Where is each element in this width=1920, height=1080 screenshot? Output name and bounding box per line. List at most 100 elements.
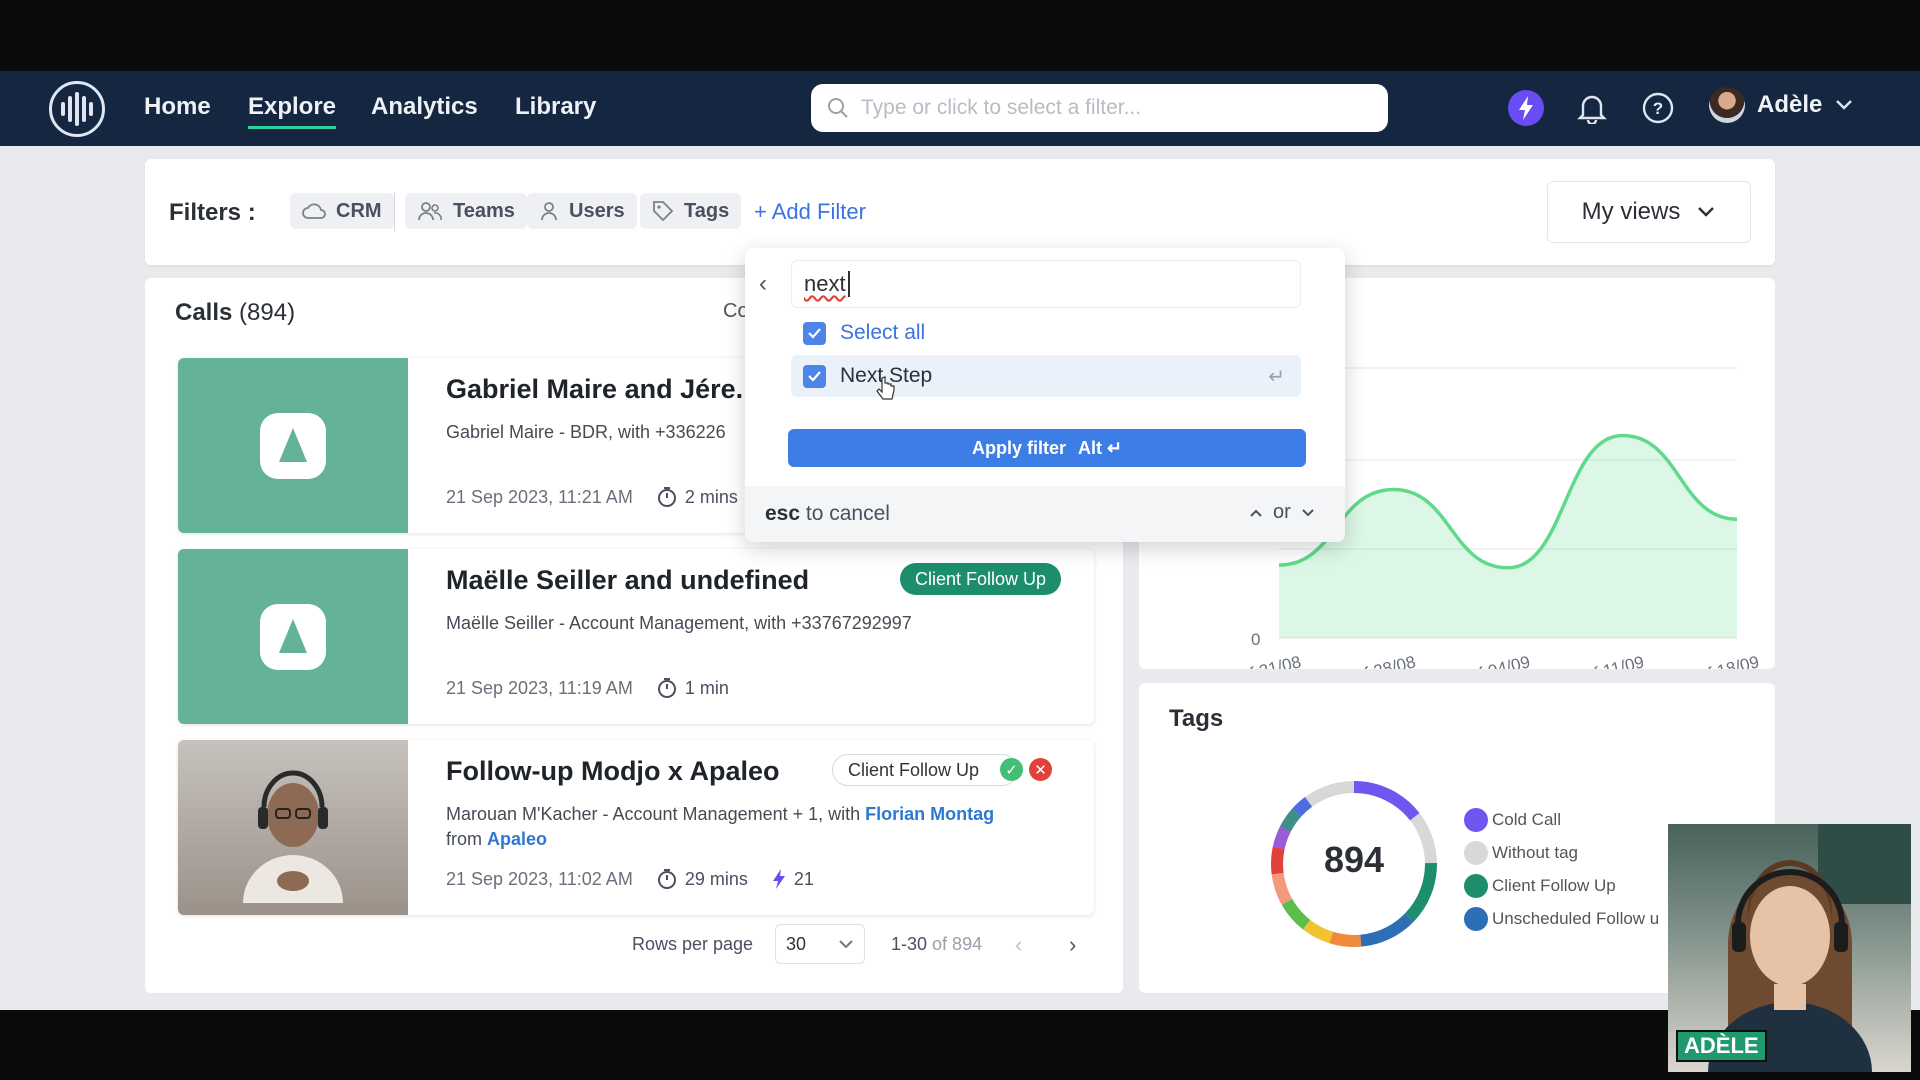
top-nav: Home Explore Analytics Library ? Adèle bbox=[0, 71, 1920, 146]
chevron-down-icon bbox=[1836, 100, 1853, 110]
company-link[interactable]: Apaleo bbox=[487, 829, 548, 849]
next-step-option[interactable]: Next Step ↵ bbox=[791, 355, 1301, 397]
user-icon bbox=[541, 202, 557, 221]
dropdown-footer: esc to cancel or bbox=[745, 486, 1345, 542]
my-views-dropdown[interactable]: My views bbox=[1547, 181, 1751, 243]
filter-chip-label: Users bbox=[569, 199, 625, 222]
search-icon bbox=[828, 98, 848, 118]
confirm-tag-icon[interactable]: ✓ bbox=[1000, 758, 1023, 781]
call-title[interactable]: Maëlle Seiller and undefined bbox=[446, 565, 810, 595]
filter-chip-users[interactable]: Users bbox=[527, 193, 637, 229]
help-icon: ? bbox=[1642, 92, 1674, 124]
filter-chip-teams[interactable]: Teams bbox=[405, 193, 527, 229]
prev-page-button[interactable]: ‹ bbox=[1015, 932, 1023, 957]
lightning-button[interactable] bbox=[1508, 90, 1544, 126]
person-photo-icon bbox=[243, 770, 343, 903]
nav-explore[interactable]: Explore bbox=[248, 93, 337, 129]
notifications-button[interactable] bbox=[1573, 89, 1611, 127]
modjo-logo-icon bbox=[260, 412, 326, 479]
call-meta: 21 Sep 2023, 11:21 AM 2 mins bbox=[446, 486, 738, 508]
checkbox-checked-icon[interactable] bbox=[803, 364, 826, 388]
call-tag-badge[interactable]: Client Follow Up bbox=[832, 754, 1019, 786]
call-meta: 21 Sep 2023, 11:19 AM 1 min bbox=[446, 677, 729, 699]
modjo-logo-icon bbox=[260, 603, 326, 670]
filter-chip-label: Tags bbox=[684, 199, 730, 222]
tags-legend: Cold Call Without tag Client Follow Up U… bbox=[1464, 803, 1659, 935]
contact-link[interactable]: Florian Montag bbox=[865, 804, 995, 824]
legend-item[interactable]: Unscheduled Follow u bbox=[1464, 902, 1659, 935]
pagination: Rows per page 30 1-30 of 894 ‹ › bbox=[145, 916, 1123, 972]
filters-label: Filters : bbox=[169, 199, 256, 226]
chevron-up-icon[interactable] bbox=[1249, 508, 1263, 518]
chevron-down-icon bbox=[1698, 207, 1715, 217]
call-meta: 21 Sep 2023, 11:02 AM 29 mins 21 bbox=[446, 868, 814, 890]
presenter-webcam: ADÈLE bbox=[1668, 824, 1911, 1072]
rows-per-page-select[interactable]: 30 bbox=[775, 924, 865, 964]
help-button[interactable]: ? bbox=[1639, 89, 1677, 127]
nav-library[interactable]: Library bbox=[515, 93, 597, 120]
call-tag-badge[interactable]: Client Follow Up bbox=[900, 563, 1062, 595]
x-tick-label: Week of 04/09 bbox=[1421, 652, 1532, 669]
calls-count: (894) bbox=[239, 299, 296, 326]
filter-chip-tags[interactable]: Tags bbox=[640, 193, 742, 229]
legend-item[interactable]: Without tag bbox=[1464, 836, 1659, 869]
calls-title: Calls (894) bbox=[175, 299, 296, 326]
stopwatch-icon bbox=[657, 487, 676, 507]
rows-per-page-label: Rows per page bbox=[632, 934, 754, 954]
call-participants: Maëlle Seiller - Account Management, wit… bbox=[446, 613, 912, 633]
call-thumbnail[interactable] bbox=[178, 358, 408, 533]
x-tick-label: Week of 28/08 bbox=[1307, 652, 1418, 669]
filter-search-input[interactable] bbox=[861, 96, 1361, 120]
apply-filter-button[interactable]: Apply filter Alt ↵ bbox=[788, 429, 1306, 467]
call-video-thumbnail[interactable] bbox=[178, 740, 408, 915]
tags-total: 894 bbox=[1323, 839, 1385, 880]
filter-search-field[interactable]: next bbox=[791, 260, 1301, 308]
chart-area-fill bbox=[1279, 435, 1737, 638]
nav-analytics[interactable]: Analytics bbox=[371, 93, 478, 120]
tags-donut-chart bbox=[1271, 781, 1437, 947]
x-tick-label: Week of 11/09 bbox=[1536, 652, 1645, 669]
chevron-down-icon[interactable] bbox=[1301, 508, 1315, 518]
y-tick-label: 0 bbox=[1251, 630, 1260, 649]
cloud-icon bbox=[302, 203, 326, 219]
presenter-name-label: ADÈLE bbox=[1676, 1030, 1767, 1062]
app-logo-icon[interactable] bbox=[49, 81, 105, 137]
my-views-label: My views bbox=[1581, 198, 1681, 225]
filter-search-bar[interactable] bbox=[811, 84, 1388, 132]
select-all-option[interactable]: Select all bbox=[791, 312, 1301, 354]
call-card[interactable]: Follow-up Modjo x Apaleo Client Follow U… bbox=[178, 740, 1094, 915]
legend-item[interactable]: Client Follow Up bbox=[1464, 869, 1659, 902]
text-caret bbox=[847, 271, 850, 297]
call-card[interactable]: Maëlle Seiller and undefined Client Foll… bbox=[178, 549, 1094, 724]
and-or-toggle[interactable]: or bbox=[1249, 501, 1315, 524]
chevron-down-icon bbox=[839, 940, 853, 949]
call-title[interactable]: Follow-up Modjo x Apaleo bbox=[446, 756, 780, 786]
apply-shortcut: Alt ↵ bbox=[1077, 437, 1123, 458]
reject-tag-icon[interactable]: ✕ bbox=[1029, 758, 1052, 781]
user-menu[interactable]: Adèle bbox=[1709, 87, 1854, 123]
checkbox-checked-icon[interactable] bbox=[803, 321, 826, 345]
filter-dropdown: ‹ next Select all Next Step ↵ Apply filt… bbox=[745, 248, 1345, 542]
filter-query: next bbox=[804, 271, 846, 296]
enter-key-icon: ↵ bbox=[1268, 365, 1285, 388]
legend-item[interactable]: Cold Call bbox=[1464, 803, 1659, 836]
nav-home[interactable]: Home bbox=[144, 93, 211, 120]
back-chevron-icon[interactable]: ‹ bbox=[759, 270, 767, 297]
chart-series-line bbox=[1278, 433, 1738, 570]
x-tick-label: Week of 21/08 bbox=[1192, 652, 1303, 669]
call-thumbnail[interactable] bbox=[178, 549, 408, 724]
call-title[interactable]: Gabriel Maire and Jére. bbox=[446, 374, 744, 404]
add-filter-button[interactable]: + Add Filter bbox=[754, 199, 866, 224]
app-window: Home Explore Analytics Library ? Adèle F… bbox=[0, 71, 1920, 1010]
call-date: 21 Sep 2023, 11:19 AM bbox=[446, 677, 633, 698]
pager-range: 1-30 of 894 bbox=[891, 934, 983, 954]
filter-chip-crm[interactable]: CRM bbox=[290, 193, 394, 229]
tags-title: Tags bbox=[1169, 705, 1224, 732]
call-duration: 2 mins bbox=[657, 486, 738, 508]
pointer-cursor-icon bbox=[876, 376, 895, 400]
next-page-button[interactable]: › bbox=[1069, 932, 1077, 957]
svg-text:?: ? bbox=[1653, 99, 1663, 118]
call-date: 21 Sep 2023, 11:21 AM bbox=[446, 486, 633, 507]
calls-column-label: Co bbox=[723, 300, 749, 322]
